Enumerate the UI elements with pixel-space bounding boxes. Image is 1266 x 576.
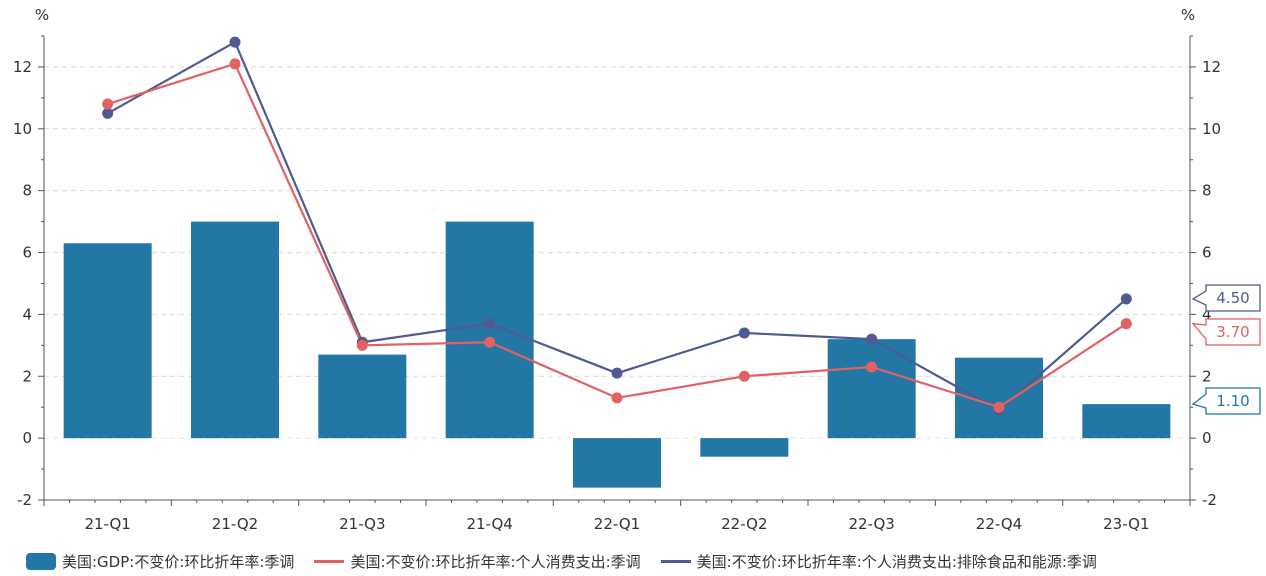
x-tick-label: 22-Q2 [721,515,767,533]
y-tick-label-right: 10 [1202,120,1221,138]
y-tick-label-right: 2 [1202,367,1212,385]
legend-item-pce[interactable]: 美国:不变价:环比折年率:个人消费支出:季调 [314,551,641,572]
end-label-box-pce [1191,318,1261,346]
y-tick-label-left: 8 [22,182,32,200]
legend-label-pce: 美国:不变价:环比折年率:个人消费支出:季调 [350,552,641,571]
point-pce[interactable] [993,401,1005,413]
y-axis-unit-right: % [1181,6,1195,24]
x-tick-label: 23-Q1 [1103,515,1149,533]
point-core-pce[interactable] [611,367,623,379]
x-tick-label: 21-Q4 [466,515,512,533]
end-label-pce: 3.70 [1216,323,1249,341]
bar-gdp[interactable] [191,221,279,439]
legend-item-gdp[interactable]: 美国:GDP:不变价:环比折年率:季调 [26,551,294,572]
legend-swatch-gdp [26,552,56,570]
y-tick-label-left: 4 [22,305,32,323]
legend-label-gdp: 美国:GDP:不变价:环比折年率:季调 [62,552,295,571]
point-core-pce[interactable] [738,327,750,339]
y-tick-label-right: 6 [1202,244,1212,262]
legend: 美国:GDP:不变价:环比折年率:季调 美国:不变价:环比折年率:个人消费支出:… [26,548,1117,574]
point-pce[interactable] [484,336,496,348]
x-tick-label: 22-Q1 [594,515,640,533]
point-core-pce[interactable] [1120,293,1132,305]
y-tick-label-left: -2 [17,491,32,509]
y-tick-label-left: 0 [22,429,32,447]
y-tick-label-left: 10 [13,120,32,138]
y-tick-label-right: 4 [1202,305,1212,323]
bar-gdp[interactable] [318,354,407,439]
y-tick-label-right: 12 [1202,58,1221,76]
point-pce[interactable] [356,339,368,351]
point-core-pce[interactable] [484,318,496,330]
y-tick-label-right: -2 [1202,491,1217,509]
x-tick-label: 22-Q3 [848,515,894,533]
legend-swatch-pce [314,553,345,570]
legend-swatch-core-pce [660,553,691,570]
bar-gdp[interactable] [827,339,916,439]
y-tick-label-left: 2 [22,367,32,385]
point-pce[interactable] [1120,318,1132,330]
y-tick-label-left: 6 [22,244,32,262]
bar-gdp[interactable] [63,243,152,439]
end-label-gdp: 1.10 [1216,392,1249,410]
y-axis-unit-left: % [35,6,49,24]
point-pce[interactable] [611,392,623,404]
bar-gdp[interactable] [573,438,661,488]
x-tick-label: 21-Q1 [84,515,130,533]
bar-gdp[interactable] [700,438,789,457]
y-tick-label-left: 12 [13,58,32,76]
legend-item-core-pce[interactable]: 美国:不变价:环比折年率:个人消费支出:排除食品和能源:季调 [660,551,1097,572]
point-core-pce[interactable] [102,107,114,119]
point-pce[interactable] [229,58,241,70]
point-pce[interactable] [738,370,750,382]
point-pce[interactable] [102,98,114,110]
point-pce[interactable] [866,361,878,373]
combo-chart: -2 0 2 4 6 8 10 12 -2 0 2 4 6 8 10 12% % 21-Q1 21-Q2 21-Q3 2… [13,6,1261,533]
legend-label-core-pce: 美国:不变价:环比折年率:个人消费支出:排除食品和能源:季调 [696,552,1097,571]
x-tick-label: 21-Q2 [212,515,258,533]
y-tick-label-right: 8 [1202,182,1212,200]
end-label-box-core-pce [1191,284,1261,312]
point-core-pce[interactable] [229,36,241,48]
bar-gdp[interactable] [445,221,534,439]
bar-gdp[interactable] [1082,404,1171,439]
y-tick-label-right: 0 [1202,429,1212,447]
x-tick-label: 22-Q4 [976,515,1022,533]
point-core-pce[interactable] [866,333,878,345]
x-tick-label: 21-Q3 [339,515,385,533]
end-label-box-gdp [1191,387,1261,415]
end-label-core-pce: 4.50 [1216,289,1249,307]
